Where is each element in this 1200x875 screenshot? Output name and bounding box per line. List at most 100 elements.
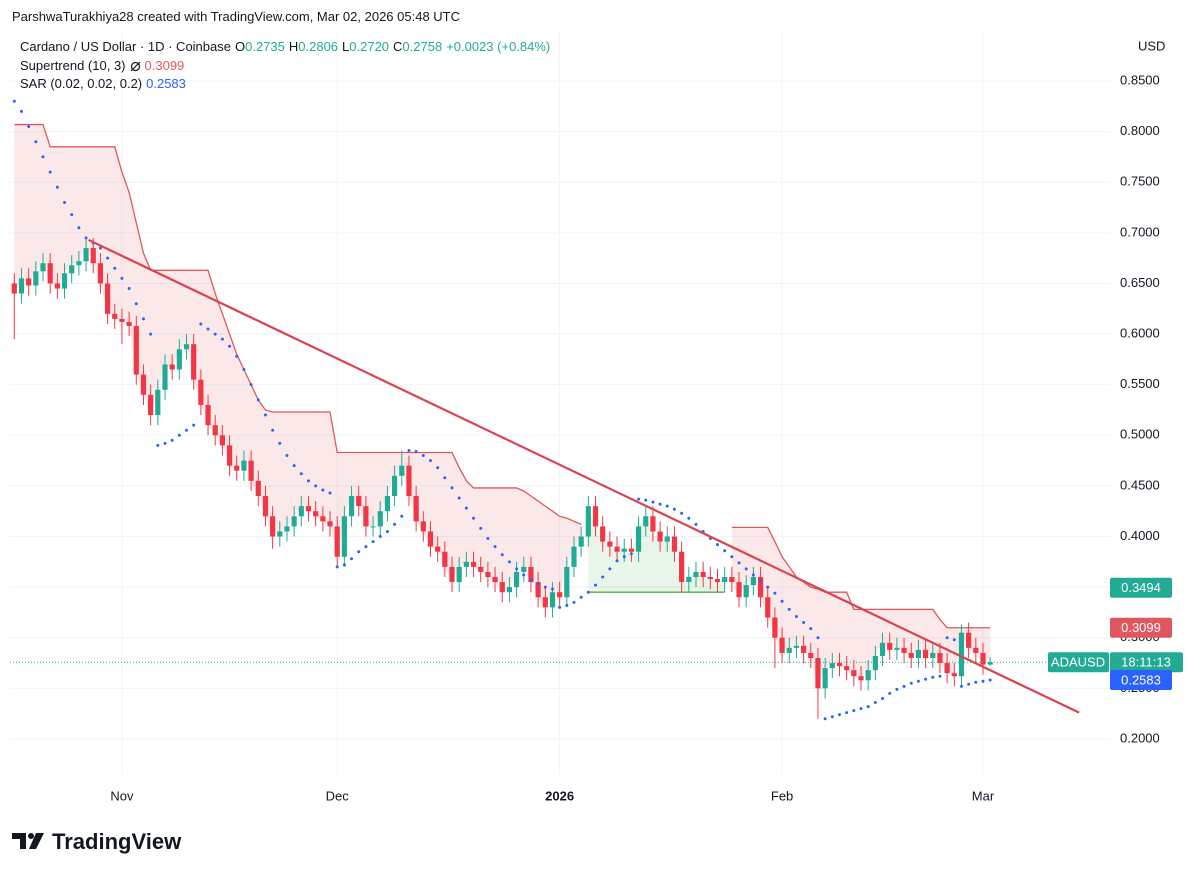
sar-dot (127, 287, 131, 291)
ohlc-value: 0.2758 (402, 39, 443, 54)
x-tick-label: Dec (326, 788, 350, 803)
y-tick-label: 0.8000 (1120, 123, 1160, 138)
trend-fill (588, 506, 725, 593)
candle-body (169, 364, 175, 370)
candle-body (119, 318, 125, 322)
candle-body (557, 592, 563, 598)
candle-body (693, 571, 699, 578)
supertrend-badge-bg (1110, 617, 1172, 638)
legend-row: Cardano / US Dollar · 1D · Coinbase O0.27… (20, 38, 554, 57)
candle-body (97, 263, 104, 284)
sar-dot (177, 433, 181, 437)
sar-dot (314, 484, 318, 488)
candle-body (219, 435, 225, 446)
candle-body (291, 516, 297, 527)
sar-dot (364, 545, 368, 549)
candle-body (212, 425, 218, 436)
candle-body (750, 577, 756, 586)
sar-dot (170, 438, 174, 442)
candle-body (427, 531, 434, 547)
sar-dot (242, 368, 246, 372)
sar-dot (249, 383, 253, 387)
candle-body (635, 526, 642, 552)
candle-body (729, 577, 735, 583)
candle-body (937, 652, 943, 664)
sar-dot (228, 344, 232, 348)
sar-dot (522, 573, 526, 577)
sar-dot (895, 687, 899, 691)
ohlc-value: 0.2735 (245, 39, 285, 54)
sar-dot (881, 696, 885, 700)
candle-body (930, 652, 936, 658)
sar-dot (909, 681, 913, 685)
sar-badge-bg (1110, 669, 1172, 690)
candle-body (779, 637, 785, 653)
candle-body (478, 566, 484, 572)
sar-dot (271, 428, 275, 432)
sar-dot (457, 496, 461, 500)
sar-dot (342, 563, 346, 567)
candle-body (492, 577, 498, 583)
sar-dot (407, 448, 411, 452)
candle-body (908, 652, 914, 658)
sar-dot (529, 578, 533, 582)
sar-dot (888, 691, 892, 695)
sar-dot (974, 680, 978, 684)
ohlc-label: H (288, 39, 299, 54)
candle-body (757, 577, 764, 598)
sar-dot (945, 636, 949, 640)
sar-dot (622, 555, 626, 559)
grid (10, 30, 1110, 775)
sar-dot (378, 535, 382, 539)
indicator-name: SAR (0.02, 0.02, 0.2) (20, 76, 143, 91)
supertrend-line (14, 123, 582, 525)
candle-body (334, 526, 340, 557)
sar-dot (500, 553, 504, 557)
brand-logo (12, 833, 44, 849)
symbol-badge: ADAUSD (1051, 655, 1105, 670)
sar-dot (350, 557, 354, 561)
candle-body (413, 496, 419, 522)
candle-body (384, 496, 391, 512)
trendline (88, 238, 1080, 714)
sar-dot (787, 607, 791, 611)
candle-body (829, 663, 835, 669)
sar-dot (672, 507, 676, 511)
sar-dot (644, 498, 648, 502)
candle-body (277, 531, 283, 537)
sar-dot (751, 573, 755, 577)
sar-dot (608, 567, 612, 571)
candle-body (47, 263, 53, 284)
sar-dot (766, 585, 770, 589)
sar-dot (77, 226, 81, 230)
candle-body (844, 666, 850, 671)
candle-body (463, 561, 469, 567)
price-badge: 0.3494 (1121, 580, 1161, 595)
sar-dot (744, 567, 748, 571)
sar-dot (565, 603, 569, 607)
candle-body (915, 649, 922, 658)
candle-body (765, 597, 771, 618)
candle-body (980, 652, 986, 665)
y-tick-label: 0.2000 (1120, 730, 1160, 745)
candle-body (801, 645, 807, 653)
candle-body (499, 582, 505, 593)
sar-dot (716, 543, 720, 547)
candle-body (671, 536, 678, 552)
y-tick-label: 0.4500 (1120, 477, 1160, 492)
ohlc-label: O (234, 39, 246, 54)
candle-body (226, 445, 233, 466)
candle-body (241, 460, 247, 471)
ohlc-label: L (342, 39, 350, 54)
sar-dot (278, 441, 282, 445)
sar-dot (873, 701, 877, 705)
sar-dot (981, 679, 985, 683)
sar-dot (931, 675, 935, 679)
sar-dot (464, 506, 468, 510)
candle-body (614, 546, 620, 552)
sar-dot (321, 488, 325, 492)
candle-body (69, 265, 75, 274)
sar-dot (773, 591, 777, 595)
axis: 0.20000.25000.30000.35000.40000.45000.50… (110, 72, 1183, 803)
